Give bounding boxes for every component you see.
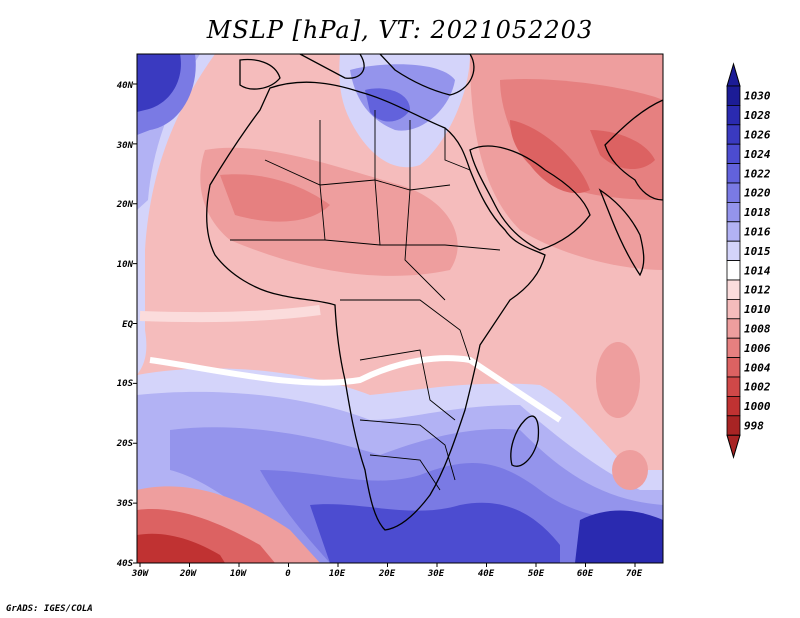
lon-label: 60E [577, 569, 594, 579]
lat-label: 20N [116, 200, 134, 210]
axis-ticks [133, 83, 636, 567]
colorbar-bottom-arrow [726, 434, 741, 459]
colorbar-swatch [726, 143, 741, 164]
colorbar-swatch [726, 182, 741, 203]
colorbar-swatch [726, 357, 741, 378]
colorbar-swatch [726, 298, 741, 320]
colorbar-label: 1004 [744, 361, 771, 374]
colorbar-swatch [726, 85, 741, 106]
lat-label: 40N [117, 81, 134, 91]
lon-label: 10W [230, 569, 248, 579]
country-borders [230, 110, 501, 491]
colorbar-swatch [726, 260, 741, 281]
colorbar-label: 998 [744, 420, 764, 433]
map-title: MSLP [hPa], VT: 2021052203 [206, 16, 594, 44]
lat-label: 10S [117, 379, 134, 389]
colorbar-swatch [726, 105, 741, 126]
colorbar-label: 1018 [744, 206, 771, 219]
colorbar-swatch [726, 221, 741, 242]
colorbar-label: 1012 [744, 284, 771, 297]
grads-credit: GrADS: IGES/COLA [6, 604, 93, 614]
colorbar-swatch [726, 201, 741, 223]
colorbar-label: 1006 [744, 342, 771, 355]
colorbar-swatch [726, 240, 741, 261]
lon-label: 20W [179, 569, 198, 579]
colorbar-swatch [726, 376, 741, 397]
colorbar-label: 1022 [744, 167, 771, 180]
latitude-labels: 40N 30N 20N 10N EQ 10S 20S 30S 40S [116, 81, 134, 569]
lon-label: 30W [131, 569, 150, 579]
longitude-labels: 30W 20W 10W 0 10E 20E 30E 40E 50E 60E 70… [131, 569, 643, 579]
colorbar-label: 1014 [744, 264, 771, 277]
colorbar-swatch [726, 163, 741, 184]
lat-label: 10N [117, 260, 134, 270]
colorbar-swatch [726, 318, 741, 339]
colorbar-label: 1030 [744, 90, 771, 103]
lon-label: 10E [329, 569, 346, 579]
colorbar-label: 1016 [744, 226, 771, 239]
colorbar-label: 1000 [744, 400, 771, 413]
colorbar-label: 1015 [744, 245, 771, 258]
colorbar-swatch [726, 395, 741, 417]
colorbar-swatch [726, 337, 741, 359]
lat-label: EQ [122, 320, 133, 330]
colorbar-swatch [726, 124, 741, 145]
colorbar-label: 1020 [744, 187, 771, 200]
colorbar-label: 1026 [744, 129, 771, 142]
lat-label: 40S [117, 559, 134, 569]
lon-label: 20E [378, 569, 396, 579]
lat-label: 20S [116, 439, 134, 449]
lon-label: 0 [285, 569, 291, 579]
lat-label: 30N [116, 141, 134, 151]
colorbar-label: 1010 [744, 303, 771, 316]
pressure-field [137, 54, 663, 563]
lon-label: 70E [626, 569, 643, 579]
colorbar-label: 1024 [744, 148, 771, 161]
colorbar-top-arrow [726, 62, 741, 87]
colorbar-swatch [726, 415, 741, 436]
colorbar-label: 1008 [744, 323, 771, 336]
lon-label: 50E [528, 569, 545, 579]
colorbar-label: 1002 [744, 381, 771, 394]
colorbar-label: 1028 [744, 109, 771, 122]
coastlines [206, 54, 663, 531]
colorbar: 1030 1028 1026 1024 1022 1020 1018 1016 1015 1014… [726, 62, 771, 459]
lat-label: 30S [116, 499, 134, 509]
lon-label: 40E [478, 569, 495, 579]
colorbar-swatch [726, 279, 741, 300]
lon-label: 30E [427, 569, 445, 579]
